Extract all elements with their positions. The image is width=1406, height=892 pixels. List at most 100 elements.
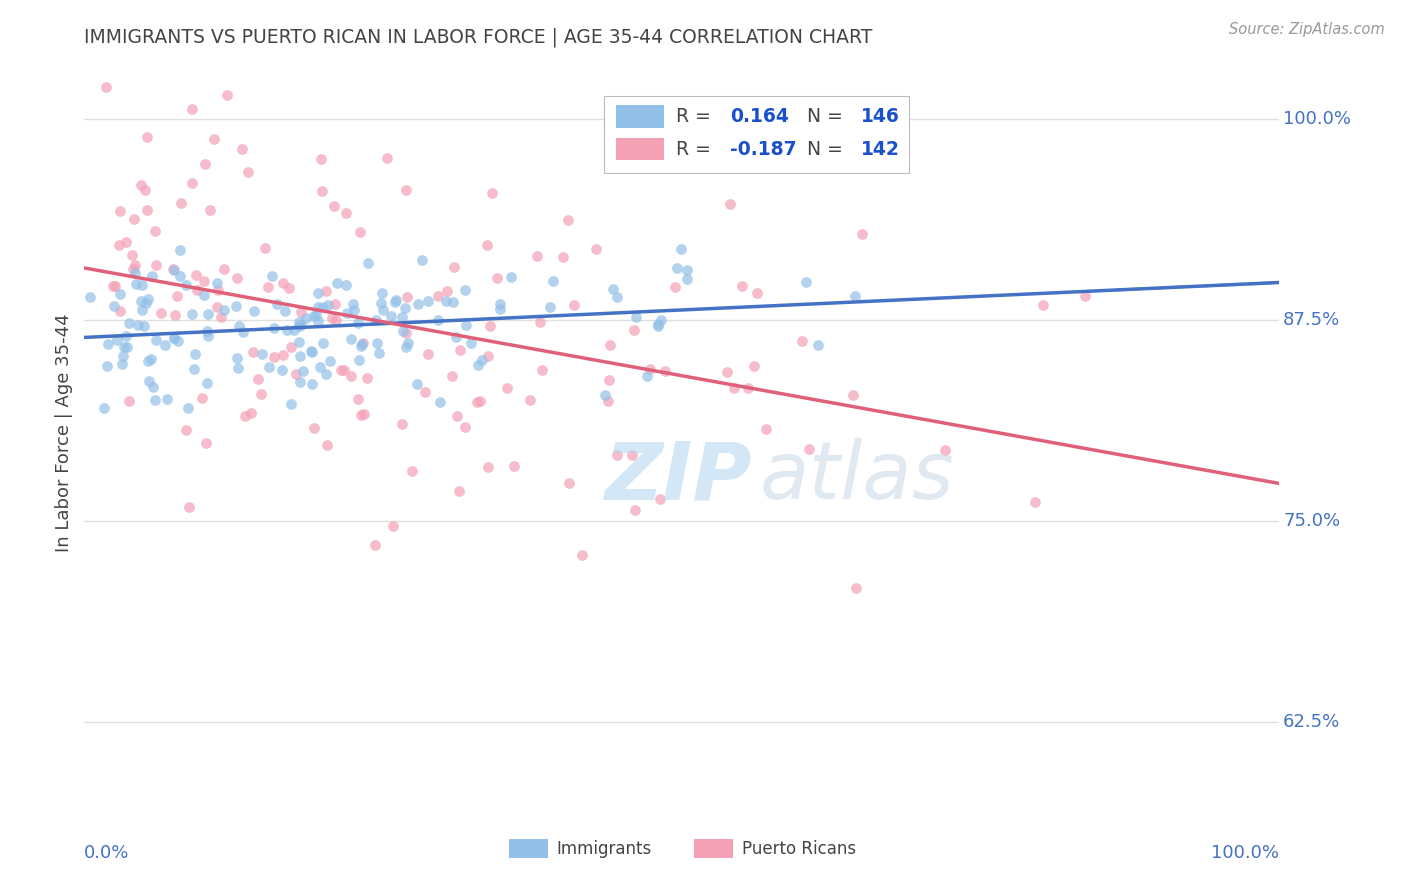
Point — [163, 331, 186, 345]
Point — [357, 256, 380, 270]
Point — [799, 442, 821, 457]
Point — [288, 349, 311, 363]
Point — [316, 298, 339, 312]
Point — [312, 300, 335, 314]
Point — [139, 351, 162, 366]
Point — [243, 304, 266, 318]
Point — [250, 387, 273, 401]
Point — [477, 459, 499, 474]
FancyBboxPatch shape — [695, 839, 734, 858]
Point — [215, 87, 238, 102]
Text: 0.164: 0.164 — [730, 107, 789, 126]
Point — [319, 354, 342, 368]
Point — [141, 269, 163, 284]
Point — [276, 323, 298, 337]
Point — [252, 347, 274, 361]
Point — [257, 280, 280, 294]
Point — [231, 143, 253, 157]
Point — [340, 332, 363, 346]
Point — [193, 275, 215, 289]
Point — [271, 348, 294, 362]
Point — [481, 186, 503, 200]
Point — [315, 438, 337, 452]
Point — [125, 277, 148, 292]
Point — [200, 203, 222, 218]
Point — [486, 271, 509, 285]
Point — [302, 421, 325, 435]
Text: Source: ZipAtlas.com: Source: ZipAtlas.com — [1229, 22, 1385, 37]
Point — [429, 394, 451, 409]
Point — [666, 260, 689, 275]
Point — [347, 316, 370, 330]
Point — [129, 293, 152, 308]
Point — [101, 279, 124, 293]
Point — [845, 581, 868, 595]
Point — [636, 369, 658, 384]
Point — [794, 275, 817, 289]
Point — [107, 333, 129, 347]
Point — [129, 178, 152, 193]
Point — [142, 379, 165, 393]
Point — [323, 199, 346, 213]
Point — [396, 336, 419, 351]
Point — [207, 276, 229, 290]
Point — [117, 340, 139, 354]
Point — [247, 372, 270, 386]
Point — [263, 320, 285, 334]
Point — [163, 330, 186, 344]
Text: Immigrants: Immigrants — [557, 839, 651, 858]
Point — [149, 306, 172, 320]
Point — [145, 333, 167, 347]
Point — [79, 290, 101, 304]
Point — [307, 300, 329, 314]
Point — [209, 310, 232, 324]
Point — [468, 394, 491, 409]
Point — [266, 296, 288, 310]
Point — [562, 298, 585, 312]
Point — [647, 317, 669, 331]
Point — [225, 299, 247, 313]
Point — [321, 311, 343, 326]
FancyBboxPatch shape — [605, 95, 910, 173]
Point — [193, 288, 215, 302]
Point — [593, 388, 616, 402]
Point — [304, 309, 326, 323]
Text: 146: 146 — [862, 107, 900, 126]
Point — [571, 548, 593, 562]
Point — [194, 157, 217, 171]
Point — [342, 296, 364, 310]
Point — [391, 325, 413, 339]
Point — [1032, 298, 1054, 312]
Point — [347, 392, 370, 407]
Point — [434, 294, 457, 309]
FancyBboxPatch shape — [616, 138, 664, 161]
Point — [124, 258, 146, 272]
Point — [111, 357, 134, 371]
Point — [755, 422, 778, 436]
Point — [477, 349, 499, 363]
Point — [121, 248, 143, 262]
Point — [598, 373, 620, 387]
FancyBboxPatch shape — [616, 105, 664, 128]
Point — [315, 284, 337, 298]
Point — [240, 406, 263, 420]
Point — [623, 323, 645, 337]
Point — [326, 277, 349, 291]
Point — [640, 361, 662, 376]
Point — [496, 381, 519, 395]
Point — [290, 305, 312, 319]
Point — [260, 268, 283, 283]
Point — [526, 248, 548, 262]
Point — [177, 401, 200, 416]
Point — [352, 336, 374, 351]
Point — [134, 183, 156, 197]
Point — [280, 397, 302, 411]
Point — [467, 358, 489, 372]
Point — [449, 484, 471, 499]
Point — [624, 310, 647, 324]
Point — [347, 353, 370, 368]
Text: 100.0%: 100.0% — [1212, 844, 1279, 862]
Point — [236, 164, 259, 178]
Point — [443, 260, 465, 275]
Point — [366, 336, 388, 351]
